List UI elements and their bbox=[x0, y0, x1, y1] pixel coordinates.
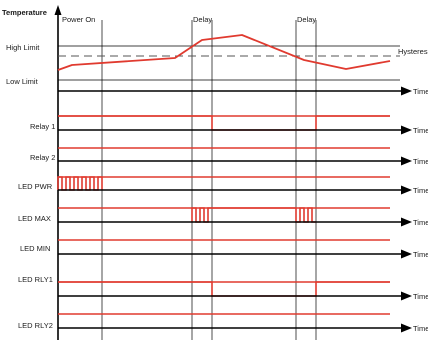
channel-label: LED RLY1 bbox=[18, 275, 53, 284]
channel-led-pwr: LED PWR Time bbox=[18, 176, 428, 195]
channel-time-label: Time bbox=[413, 324, 428, 333]
channel-label: Relay 2 bbox=[30, 153, 55, 162]
channel-label: LED RLY2 bbox=[18, 321, 53, 330]
channel-led-max: LED MAX Time bbox=[18, 207, 428, 227]
channel-time-label: Time bbox=[413, 157, 428, 166]
channel-relay-2: Relay 2 Time bbox=[30, 147, 428, 166]
power-on-label: Power On bbox=[62, 15, 95, 24]
channel-time-arrow bbox=[401, 323, 412, 333]
delay-2-label: Delay bbox=[297, 15, 316, 24]
delay-1-label: Delay bbox=[193, 15, 212, 24]
temperature-axis-arrow bbox=[54, 5, 62, 15]
low-limit-label: Low Limit bbox=[6, 77, 39, 86]
channel-time-label: Time bbox=[413, 292, 428, 301]
channel-time-label: Time bbox=[413, 186, 428, 195]
channel-time-arrow bbox=[401, 291, 412, 301]
temperature-curve bbox=[57, 34, 391, 71]
channel-label: LED PWR bbox=[18, 182, 53, 191]
channel-time-arrow bbox=[401, 125, 412, 135]
channel-led-rly1: LED RLY1 Time bbox=[18, 275, 428, 301]
temperature-axis-title: Temperature bbox=[2, 8, 47, 17]
channel-time-arrow bbox=[401, 249, 412, 259]
high-limit-label: High Limit bbox=[6, 43, 40, 52]
channel-time-arrow bbox=[401, 185, 412, 195]
temperature-time-arrow bbox=[401, 86, 412, 96]
channel-time-label: Time bbox=[413, 250, 428, 259]
channel-time-label: Time bbox=[413, 126, 428, 135]
temperature-time-label: Time bbox=[413, 87, 428, 96]
channel-signal bbox=[191, 207, 316, 223]
event-markers bbox=[101, 20, 317, 340]
channel-time-arrow bbox=[401, 217, 412, 227]
channel-label: LED MIN bbox=[20, 244, 50, 253]
channel-label: Relay 1 bbox=[30, 122, 55, 131]
temperature-panel: High Limit Low Limit Hysteresis Time bbox=[6, 34, 428, 96]
channel-signal bbox=[58, 115, 390, 131]
channel-time-arrow bbox=[401, 156, 412, 166]
channel-time-label: Time bbox=[413, 218, 428, 227]
channel-label: LED MAX bbox=[18, 214, 51, 223]
channel-signal bbox=[57, 176, 103, 191]
channel-relay-1: Relay 1 Time bbox=[30, 115, 428, 135]
channel-signal bbox=[58, 281, 390, 297]
channel-led-min: LED MIN Time bbox=[20, 239, 428, 259]
channel-led-rly2: LED RLY2 Time bbox=[18, 313, 428, 333]
hysteresis-label: Hysteresis bbox=[398, 47, 428, 56]
